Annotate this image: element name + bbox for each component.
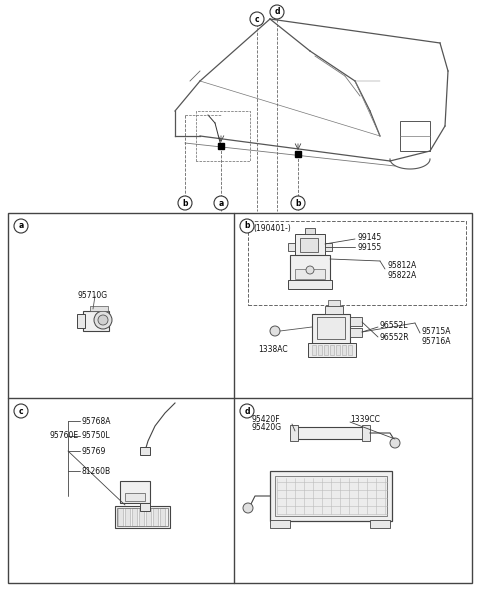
Bar	[305, 228, 315, 234]
Bar	[324, 345, 328, 355]
Text: b: b	[244, 222, 250, 230]
Bar	[342, 345, 346, 355]
Text: 95750L: 95750L	[82, 431, 110, 440]
Bar	[270, 520, 290, 528]
Bar	[295, 234, 325, 256]
Bar	[308, 343, 356, 357]
Bar	[336, 345, 340, 355]
Bar	[132, 508, 137, 526]
Text: 95716A: 95716A	[422, 336, 452, 346]
Bar	[115, 506, 170, 528]
Bar	[400, 121, 430, 151]
Bar	[139, 508, 144, 526]
Bar	[146, 508, 151, 526]
Bar	[328, 300, 340, 306]
Text: 95715A: 95715A	[422, 326, 452, 336]
Bar	[295, 427, 365, 439]
Text: 95768A: 95768A	[82, 417, 111, 426]
Circle shape	[250, 12, 264, 26]
Bar	[290, 255, 330, 281]
Circle shape	[243, 503, 253, 513]
Text: (190401-): (190401-)	[253, 225, 291, 233]
Bar	[318, 345, 322, 355]
Text: c: c	[255, 15, 259, 24]
Circle shape	[14, 404, 28, 418]
Bar	[300, 238, 318, 252]
Bar	[140, 447, 150, 455]
Bar	[125, 493, 145, 501]
Text: d: d	[244, 407, 250, 415]
Bar	[270, 471, 392, 521]
Circle shape	[240, 404, 254, 418]
Bar	[362, 425, 370, 441]
Bar	[350, 317, 362, 326]
Bar	[348, 345, 352, 355]
Circle shape	[270, 326, 280, 336]
Bar	[370, 520, 390, 528]
Circle shape	[178, 196, 192, 210]
Text: 99155: 99155	[357, 242, 381, 252]
Text: 95420F: 95420F	[252, 414, 281, 424]
Bar	[288, 243, 295, 251]
Bar	[350, 328, 362, 337]
Bar	[120, 481, 150, 503]
Text: 95710G: 95710G	[77, 291, 107, 300]
Bar	[330, 345, 334, 355]
Text: a: a	[18, 222, 24, 230]
Bar	[248, 221, 466, 305]
Text: 96552R: 96552R	[380, 333, 409, 342]
Text: d: d	[274, 8, 280, 17]
Bar	[117, 508, 168, 526]
Text: 95420G: 95420G	[252, 424, 282, 433]
Bar	[312, 314, 350, 344]
Bar	[140, 503, 150, 511]
Bar	[288, 280, 332, 289]
Circle shape	[14, 219, 28, 233]
Bar	[317, 317, 345, 339]
Circle shape	[270, 5, 284, 19]
Circle shape	[240, 219, 254, 233]
Circle shape	[291, 196, 305, 210]
Bar	[325, 243, 332, 251]
Text: 95760E: 95760E	[50, 431, 79, 440]
Text: 95822A: 95822A	[387, 271, 416, 280]
Text: c: c	[19, 407, 24, 415]
Bar	[325, 306, 343, 314]
Bar	[77, 314, 85, 328]
Bar	[90, 306, 108, 311]
Circle shape	[98, 315, 108, 325]
Text: b: b	[295, 199, 301, 207]
Bar	[83, 311, 109, 331]
Bar	[275, 476, 387, 516]
Circle shape	[390, 438, 400, 448]
Bar	[290, 425, 298, 441]
Bar	[8, 213, 472, 583]
Bar	[153, 508, 158, 526]
Text: b: b	[182, 199, 188, 207]
Circle shape	[94, 311, 112, 329]
Bar	[125, 508, 130, 526]
Bar	[312, 345, 316, 355]
Bar	[118, 508, 123, 526]
Text: 96552L: 96552L	[380, 322, 408, 330]
Text: 95769: 95769	[82, 446, 107, 456]
Text: 95812A: 95812A	[387, 261, 416, 271]
Text: a: a	[218, 199, 224, 207]
Bar	[295, 269, 325, 279]
Text: 1338AC: 1338AC	[258, 345, 288, 353]
Text: 1339CC: 1339CC	[350, 414, 380, 424]
Circle shape	[214, 196, 228, 210]
Text: 81260B: 81260B	[82, 466, 111, 476]
Bar	[160, 508, 165, 526]
Text: 99145: 99145	[357, 232, 381, 242]
Circle shape	[306, 266, 314, 274]
